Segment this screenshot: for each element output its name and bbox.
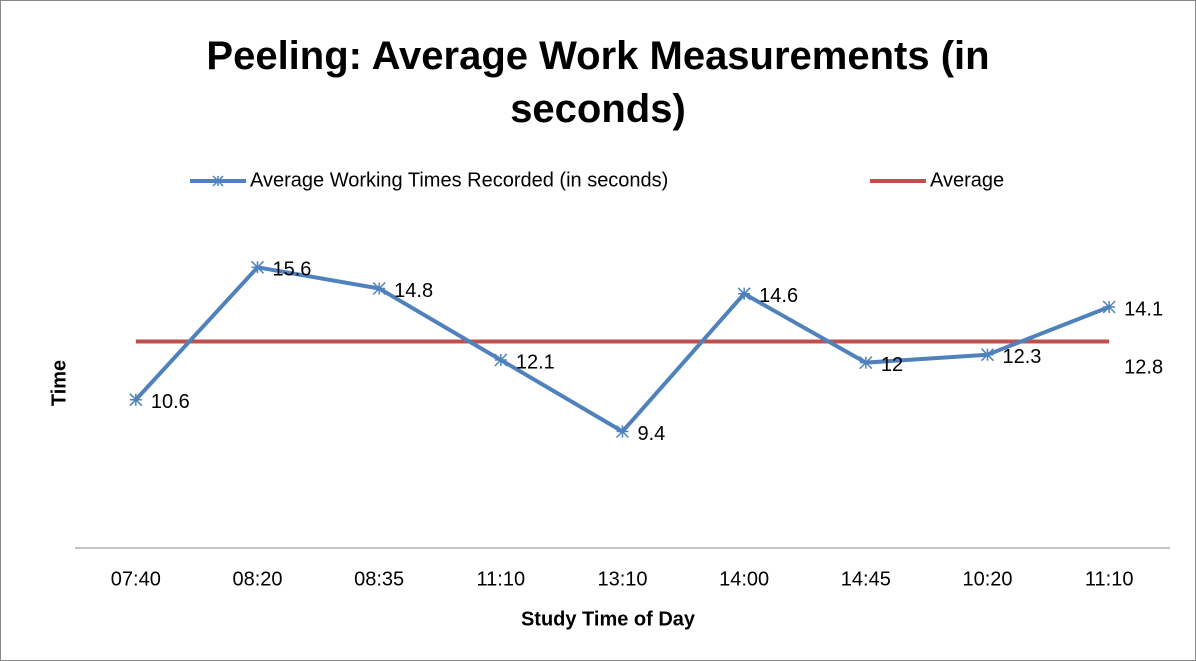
data-label: 12 xyxy=(881,354,903,376)
legend-label: Average xyxy=(930,169,1004,191)
y-axis-title: Time xyxy=(48,360,70,406)
data-label: 14.6 xyxy=(759,285,798,307)
x-tick-label: 08:20 xyxy=(232,568,282,590)
point-marker xyxy=(372,281,386,296)
data-label: 12.1 xyxy=(516,351,555,373)
data-label: 10.6 xyxy=(151,391,190,413)
point-marker xyxy=(494,353,508,367)
x-tick-label: 10:20 xyxy=(962,568,1012,590)
point-marker xyxy=(980,348,995,362)
data-label: 14.8 xyxy=(394,280,433,302)
point-marker xyxy=(737,287,751,301)
chart-title: Peeling: Average Work Measurements (in s… xyxy=(206,34,990,131)
data-label: 14.1 xyxy=(1124,298,1163,320)
data-label: 12.3 xyxy=(1003,346,1042,368)
legend-marker xyxy=(212,175,224,187)
x-tick-label: 07:40 xyxy=(111,568,161,590)
x-tick-label: 11:10 xyxy=(477,568,526,590)
point-marker xyxy=(615,424,630,439)
data-label: 9.4 xyxy=(638,423,666,445)
point-marker xyxy=(859,356,873,370)
point-marker xyxy=(1102,300,1116,314)
legend-label: Average Working Times Recorded (in secon… xyxy=(250,169,668,191)
data-label: 15.6 xyxy=(273,259,312,281)
x-tick-label: 13:10 xyxy=(597,568,647,590)
x-tick-label: 14:45 xyxy=(841,568,891,590)
data-label: 12.8 xyxy=(1124,357,1163,379)
point-marker xyxy=(250,260,265,274)
point-marker xyxy=(129,393,143,407)
x-tick-label: 14:00 xyxy=(719,568,769,590)
x-tick-label: 08:35 xyxy=(354,568,404,590)
x-tick-label: 11:10 xyxy=(1085,568,1134,590)
x-axis-title: Study Time of Day xyxy=(521,608,696,630)
